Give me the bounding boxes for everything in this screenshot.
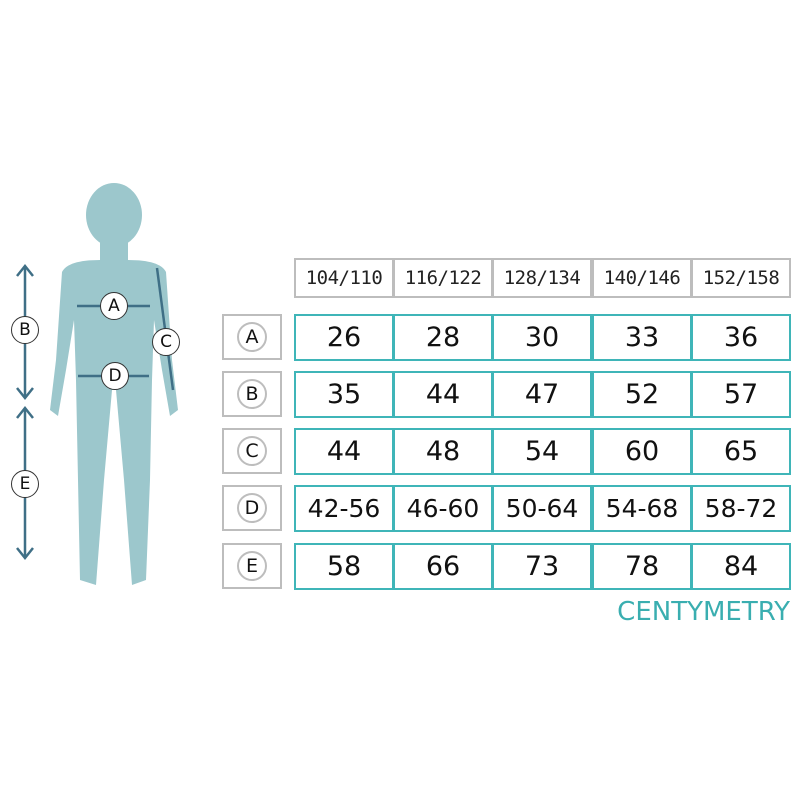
figure-label-b: B [11,316,39,344]
table-cell: 57 [691,371,791,418]
table-cell: 30 [492,314,592,361]
table-cell: 78 [592,543,692,590]
table-cell: 28 [393,314,493,361]
table-cell: 47 [492,371,592,418]
row-label: C [222,428,282,474]
table-cell: 33 [592,314,692,361]
figure-label-e: E [11,470,39,498]
column-header: 128/134 [492,258,592,298]
row-label-circle: D [237,493,267,523]
table-cell: 44 [294,428,394,475]
row-label: B [222,371,282,417]
table-cell: 26 [294,314,394,361]
table-cell: 52 [592,371,692,418]
row-label: A [222,314,282,360]
table-cell: 54-68 [592,485,692,532]
table-cell: 36 [691,314,791,361]
row-label: D [222,485,282,531]
table-cell: 50-64 [492,485,592,532]
table-cell: 66 [393,543,493,590]
table-cell: 42-56 [294,485,394,532]
table-cell: 35 [294,371,394,418]
figure-label-c: C [152,328,180,356]
figure-label-a: A [100,292,128,320]
column-header: 116/122 [393,258,493,298]
table-cell: 54 [492,428,592,475]
figure-label-d: D [101,362,129,390]
column-header: 104/110 [294,258,394,298]
table-cell: 84 [691,543,791,590]
body-silhouette [16,183,178,585]
row-label-circle: C [237,436,267,466]
table-cell: 58 [294,543,394,590]
row-label-circle: E [237,551,267,581]
unit-label: CENTYMETRY [617,597,790,627]
column-header: 152/158 [691,258,791,298]
table-cell: 44 [393,371,493,418]
table-cell: 60 [592,428,692,475]
table-cell: 58-72 [691,485,791,532]
row-label-circle: B [237,379,267,409]
table-cell: 46-60 [393,485,493,532]
row-label-circle: A [237,322,267,352]
column-header: 140/146 [592,258,692,298]
table-cell: 73 [492,543,592,590]
table-cell: 48 [393,428,493,475]
row-label: E [222,543,282,589]
table-cell: 65 [691,428,791,475]
